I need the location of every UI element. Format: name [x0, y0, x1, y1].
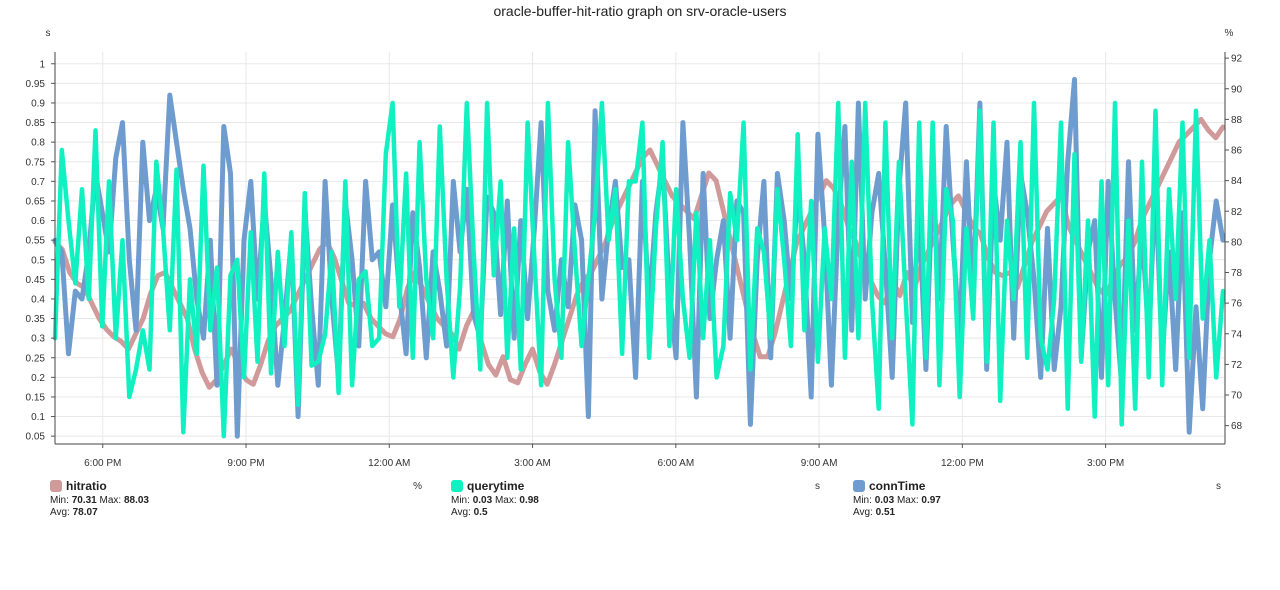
legend-stats: Min: 0.03 Max: 0.97 Avg: 0.51	[853, 495, 1223, 519]
left-tick-label: 1	[39, 59, 45, 70]
querytime-swatch	[451, 480, 463, 492]
conntime-swatch	[853, 480, 865, 492]
series-line-querytime	[52, 100, 1226, 439]
x-tick-label: 9:00 AM	[801, 458, 838, 469]
legend-item-querytime[interactable]: querytime s Min: 0.03 Max: 0.98 Avg: 0.5	[451, 478, 823, 519]
left-tick-label: 0.4	[31, 294, 45, 305]
right-axis-unit: %	[1225, 28, 1234, 39]
right-tick-label: 90	[1231, 84, 1243, 95]
left-tick-label: 0.5	[31, 255, 45, 266]
chart-title: oracle-buffer-hit-ratio graph on srv-ora…	[493, 3, 786, 19]
left-tick-label: 0.35	[26, 314, 46, 325]
series-line-connTime	[52, 76, 1226, 439]
legend-unit: s	[1216, 481, 1221, 492]
max-label: Max:	[99, 495, 122, 506]
avg-value: 78.07	[72, 507, 98, 518]
right-tick-label: 74	[1231, 329, 1243, 340]
tick-labels: 1 0.95 0.9 0.85 0.8 0.75 0.7 0.65 0.6 0.55 0.5 0.45…	[26, 54, 1243, 469]
right-tick-label: 78	[1231, 268, 1243, 279]
right-tick-label: 68	[1231, 421, 1243, 432]
legend-item-hitratio[interactable]: hitratio % Min: 70.31 Max: 88.03 Avg: 78…	[50, 478, 422, 519]
max-label: Max:	[494, 495, 517, 506]
legend-name: querytime	[467, 479, 525, 493]
max-value: 0.97	[921, 495, 941, 506]
right-tick-label: 76	[1231, 299, 1243, 310]
x-tick-label: 6:00 AM	[657, 458, 694, 469]
min-value: 70.31	[71, 495, 97, 506]
left-tick-label: 0.25	[26, 353, 46, 364]
legend-name: hitratio	[66, 479, 107, 493]
hitratio-swatch	[50, 480, 62, 492]
legend-stats: Min: 0.03 Max: 0.98 Avg: 0.5	[451, 495, 823, 519]
chart-svg: oracle-buffer-hit-ratio graph on srv-ora…	[26, 3, 1243, 469]
left-tick-label: 0.8	[31, 138, 45, 149]
avg-value: 0.5	[473, 507, 488, 518]
x-tick-label: 6:00 PM	[84, 458, 121, 469]
legend-name: connTime	[869, 479, 926, 493]
right-tick-label: 70	[1231, 391, 1243, 402]
left-tick-label: 0.45	[26, 275, 46, 286]
left-tick-label: 0.55	[26, 236, 46, 247]
avg-value: 0.51	[875, 507, 896, 518]
left-axis-unit: s	[46, 28, 51, 39]
series-lines	[52, 76, 1226, 439]
left-tick-label: 0.85	[26, 118, 46, 129]
x-tick-label: 3:00 AM	[514, 458, 551, 469]
left-tick-label: 0.05	[26, 432, 46, 443]
legend-unit: %	[413, 481, 422, 492]
left-tick-label: 0.6	[31, 216, 45, 227]
x-tick-label: 12:00 AM	[368, 458, 410, 469]
legend-stats: Min: 70.31 Max: 88.03 Avg: 78.07	[50, 495, 422, 519]
x-tick-label: 12:00 PM	[941, 458, 984, 469]
x-tick-label: 3:00 PM	[1087, 458, 1124, 469]
left-tick-label: 0.7	[31, 177, 45, 188]
max-value: 0.98	[519, 495, 539, 506]
x-tick-label: 9:00 PM	[227, 458, 264, 469]
min-value: 0.03	[874, 495, 895, 506]
max-label: Max:	[896, 495, 919, 506]
left-tick-label: 0.15	[26, 392, 46, 403]
max-value: 88.03	[123, 495, 149, 506]
right-tick-label: 80	[1231, 237, 1243, 248]
min-label: Min:	[853, 495, 872, 506]
right-tick-label: 92	[1231, 54, 1243, 65]
right-tick-label: 72	[1231, 360, 1243, 371]
left-tick-label: 0.75	[26, 157, 46, 168]
left-tick-label: 0.95	[26, 79, 46, 90]
min-label: Min:	[50, 495, 69, 506]
legend-unit: s	[815, 481, 820, 492]
right-tick-label: 88	[1231, 115, 1243, 126]
left-tick-label: 0.2	[31, 373, 45, 384]
avg-label: Avg:	[853, 507, 873, 518]
left-tick-label: 0.65	[26, 196, 46, 207]
left-tick-label: 0.1	[31, 412, 45, 423]
axes	[51, 52, 1229, 448]
min-label: Min:	[451, 495, 470, 506]
left-tick-label: 0.3	[31, 334, 45, 345]
legend-item-conntime[interactable]: connTime s Min: 0.03 Max: 0.97 Avg: 0.51	[853, 478, 1223, 519]
right-tick-label: 86	[1231, 146, 1243, 157]
right-tick-label: 82	[1231, 207, 1243, 218]
min-value: 0.03	[472, 495, 493, 506]
avg-label: Avg:	[451, 507, 471, 518]
right-tick-label: 84	[1231, 176, 1243, 187]
left-tick-label: 0.9	[31, 98, 45, 109]
avg-label: Avg:	[50, 507, 70, 518]
